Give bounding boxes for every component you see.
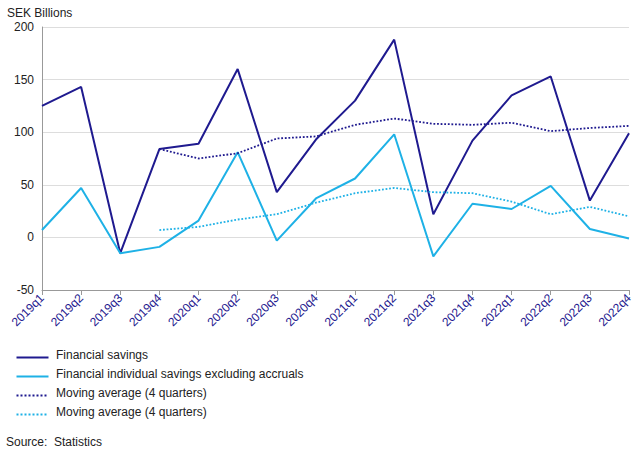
svg-text:2022q2: 2022q2: [517, 291, 555, 329]
svg-text:2022q4: 2022q4: [596, 291, 634, 329]
svg-text:2019q4: 2019q4: [126, 291, 164, 329]
svg-text:150: 150: [14, 73, 34, 87]
svg-text:50: 50: [21, 178, 35, 192]
svg-text:200: 200: [14, 20, 34, 34]
svg-text:2020q2: 2020q2: [204, 291, 242, 329]
svg-text:2019q3: 2019q3: [87, 291, 125, 329]
svg-text:2020q4: 2020q4: [283, 291, 321, 329]
svg-text:Financial individual savings e: Financial individual savings excluding a…: [56, 367, 303, 381]
svg-text:Moving average (4 quarters): Moving average (4 quarters): [56, 405, 207, 419]
svg-text:2020q3: 2020q3: [244, 291, 282, 329]
svg-text:2019q2: 2019q2: [48, 291, 86, 329]
svg-text:2020q1: 2020q1: [165, 291, 203, 329]
svg-text:0: 0: [27, 230, 34, 244]
svg-text:2022q3: 2022q3: [557, 291, 595, 329]
svg-text:Moving average (4 quarters): Moving average (4 quarters): [56, 386, 207, 400]
svg-text:2021q1: 2021q1: [322, 291, 360, 329]
svg-text:2019q1: 2019q1: [9, 291, 47, 329]
svg-text:Source: Statistics: Source: Statistics: [6, 435, 102, 449]
svg-text:100: 100: [14, 125, 34, 139]
svg-text:2021q2: 2021q2: [361, 291, 399, 329]
svg-text:Financial savings: Financial savings: [56, 348, 148, 362]
svg-text:-50: -50: [17, 283, 35, 297]
svg-text:2022q1: 2022q1: [478, 291, 516, 329]
svg-text:2021q3: 2021q3: [400, 291, 438, 329]
svg-text:SEK Billions: SEK Billions: [7, 6, 72, 20]
svg-text:2021q4: 2021q4: [439, 291, 477, 329]
